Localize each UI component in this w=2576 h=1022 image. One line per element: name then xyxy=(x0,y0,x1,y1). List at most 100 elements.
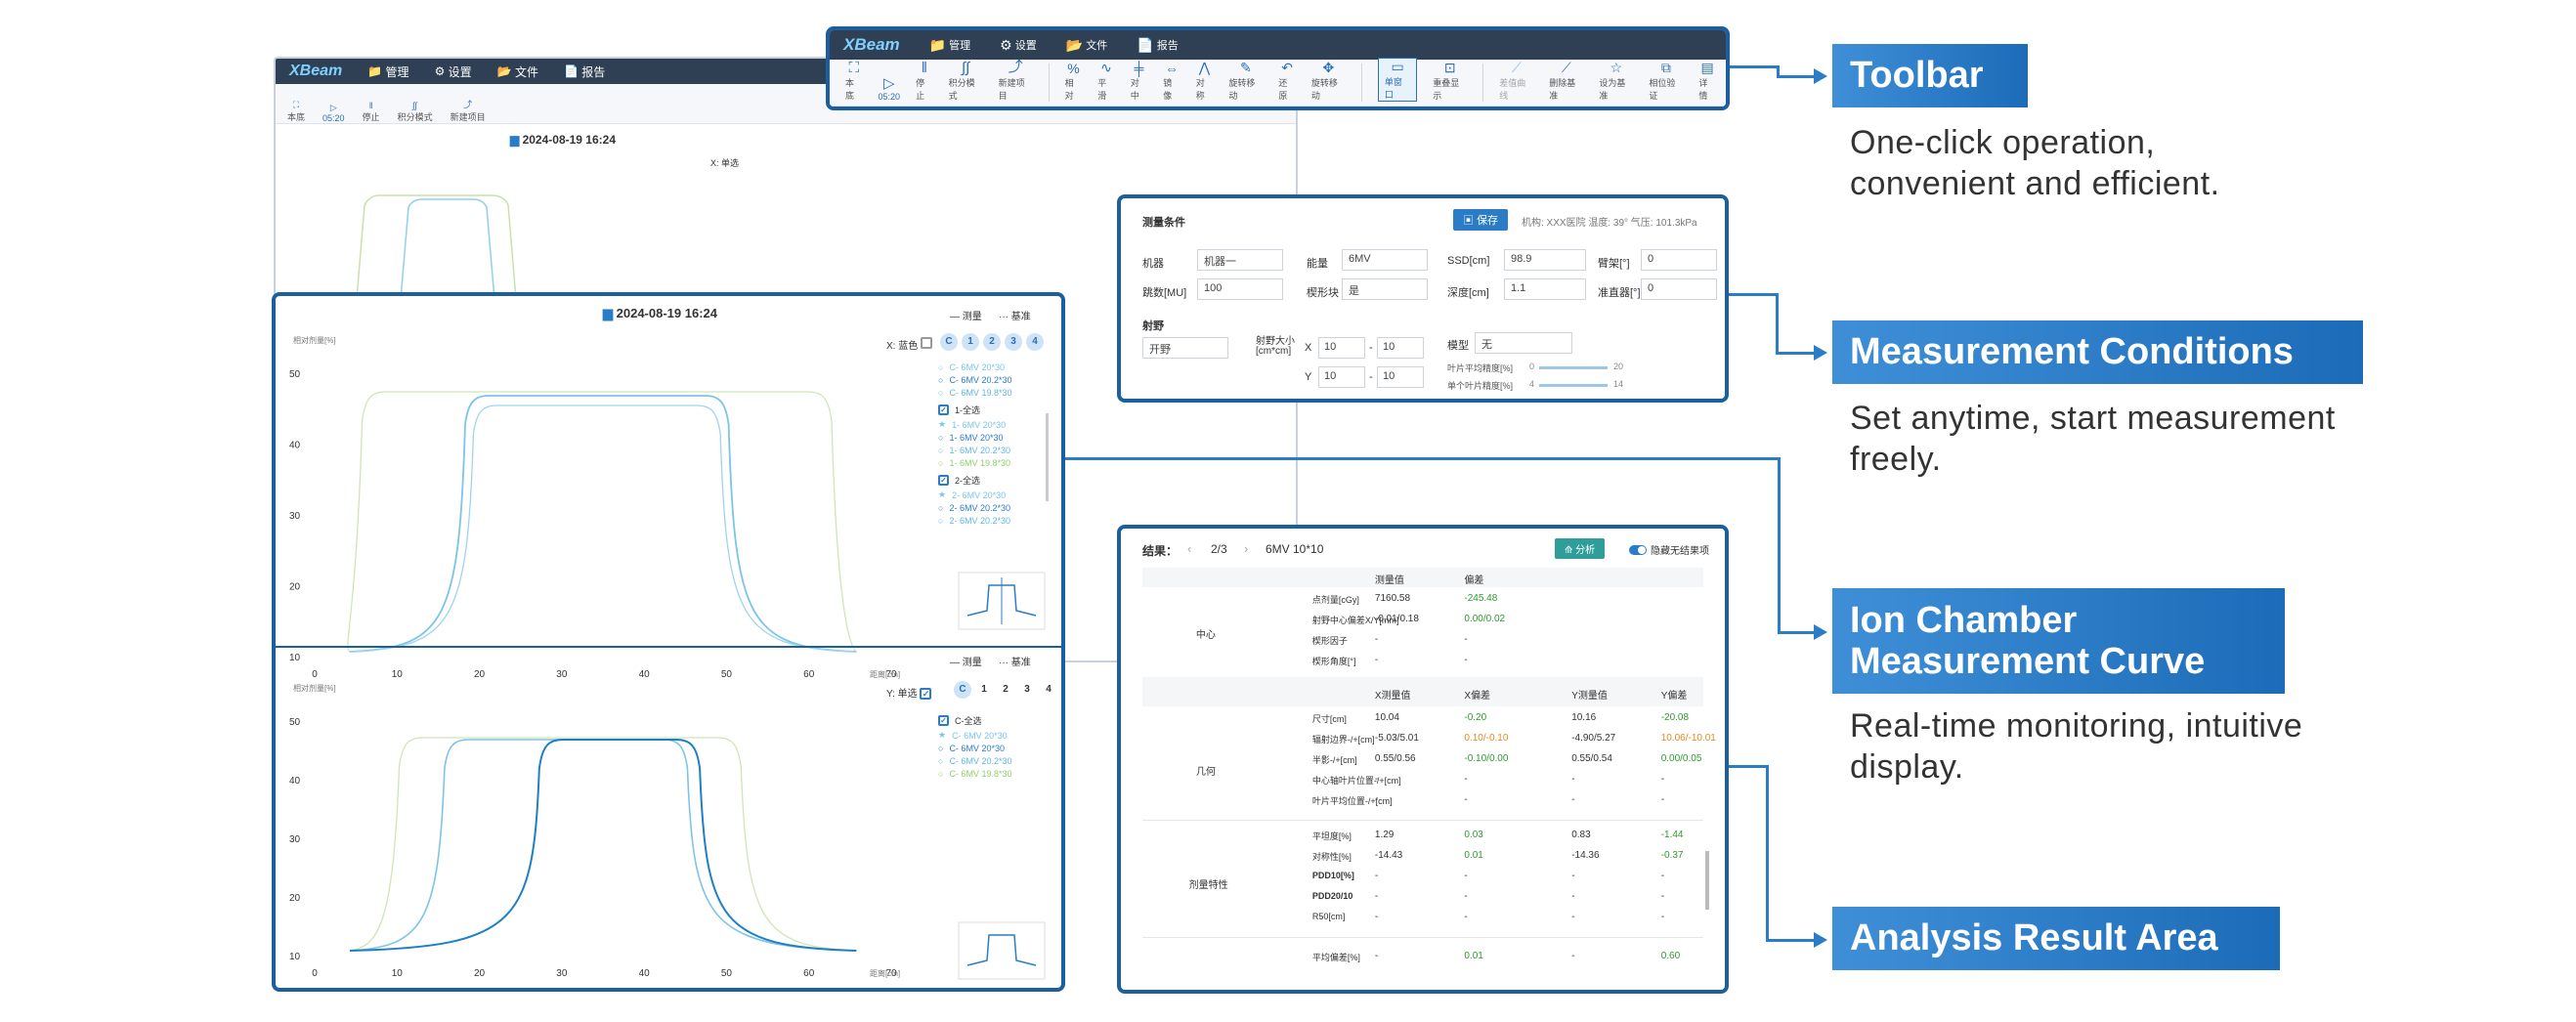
legend-item[interactable]: ○ C- 6MV 20.2*30 xyxy=(938,756,1055,766)
menu-file[interactable]: 📂 文件 xyxy=(497,64,538,80)
bottom-axis-select[interactable]: Y: 单选 ✓ xyxy=(886,685,932,700)
hide-toggle[interactable]: 隐藏无结果项 xyxy=(1629,542,1709,557)
tool-diff-curve[interactable]: ⟋ 差值曲线 xyxy=(1499,60,1533,102)
menu-report[interactable]: 📄 报告 xyxy=(564,64,605,80)
legend-item[interactable]: ○ 2- 6MV 20.2*30 xyxy=(938,503,1055,513)
leaf-single-min: 4 xyxy=(1529,379,1535,389)
tool-rotate[interactable]: ✥ 旋转移动 xyxy=(1311,60,1346,102)
page-tab-1[interactable]: 1 xyxy=(981,684,987,695)
tool-center[interactable]: ╪ 对中 xyxy=(1131,61,1148,102)
tool-new-project[interactable]: ⤴ 新建项目 xyxy=(999,56,1033,102)
table-divider xyxy=(1142,937,1703,938)
legend-item[interactable]: ○ 1- 6MV 20*30 xyxy=(938,433,1055,443)
legend-item[interactable]: ★ 1- 6MV 20*30 xyxy=(938,419,1055,430)
axis-checkbox[interactable] xyxy=(921,337,933,349)
page-tab-C[interactable]: C xyxy=(940,333,958,351)
page-tab-3[interactable]: 3 xyxy=(1024,684,1030,695)
page-tab-C[interactable]: C xyxy=(954,681,971,699)
legend-item[interactable]: ○ C- 6MV 20.2*30 xyxy=(938,375,1055,385)
result-scrollbar[interactable] xyxy=(1705,851,1709,910)
leaf-avg-slider[interactable] xyxy=(1539,366,1608,369)
menu-manage[interactable]: 📁 管理 xyxy=(367,64,408,80)
field-label: 准直器[°] xyxy=(1598,287,1641,299)
legend-item[interactable]: ○ C- 6MV 20*30 xyxy=(938,362,1055,372)
legend-item[interactable]: ★ C- 6MV 20*30 xyxy=(938,730,1055,741)
tool-relative[interactable]: % 相对 xyxy=(1065,61,1083,102)
depth-input[interactable]: 1.1 xyxy=(1504,278,1586,300)
menu-file[interactable]: 📂 文件 xyxy=(1066,37,1108,54)
legend-group-title[interactable]: ✓ 1-全选 xyxy=(938,404,1055,416)
table-cell: - xyxy=(1374,951,1379,961)
tool-symmetry[interactable]: ⋀ 对称 xyxy=(1196,60,1214,102)
legend-item[interactable]: ○ 2- 6MV 20.2*30 xyxy=(938,516,1055,526)
select-all-checkbox[interactable]: ✓ xyxy=(938,715,949,726)
tool-overlay[interactable]: ⊡ 重叠显示 xyxy=(1433,60,1467,102)
field-type-select[interactable]: 开野 xyxy=(1142,337,1228,359)
tool-details[interactable]: ▤ 详情 xyxy=(1698,60,1716,102)
tool-mirror[interactable]: ⇔ 镜像 xyxy=(1163,61,1181,102)
menu-report[interactable]: 📄 报告 xyxy=(1137,37,1179,54)
page-tab-2[interactable]: 2 xyxy=(983,333,1001,351)
wedge-input[interactable]: 是 xyxy=(1342,278,1428,300)
tool-background[interactable]: ⛶ 本底 xyxy=(287,100,305,123)
y2-input[interactable]: 10 xyxy=(1377,366,1424,388)
tool-delete-baseline[interactable]: ⟋ 删除基准 xyxy=(1549,60,1583,102)
legend-item[interactable]: ○ 1- 6MV 19.8*30 xyxy=(938,458,1055,468)
machine-input[interactable]: 机器一 xyxy=(1197,249,1283,271)
mu-input[interactable]: 100 xyxy=(1197,278,1283,300)
tool-rotate-move[interactable]: ✎ 旋转移动 xyxy=(1228,60,1263,102)
tool-integral[interactable]: ∫∫ 积分模式 xyxy=(398,101,433,123)
legend-item[interactable]: ○ 1- 6MV 20.2*30 xyxy=(938,446,1055,455)
tool-play[interactable]: ▷ 05:20 xyxy=(879,74,901,102)
tool-set-baseline[interactable]: ☆ 设为基准 xyxy=(1599,60,1633,102)
axis-checkbox[interactable]: ✓ xyxy=(920,688,932,700)
legend-item[interactable]: ○ C- 6MV 20*30 xyxy=(938,744,1055,753)
tool-undo[interactable]: ↶ 还原 xyxy=(1278,60,1296,102)
ssd-input[interactable]: 98.9 xyxy=(1504,249,1586,271)
select-all-checkbox[interactable]: ✓ xyxy=(938,475,949,486)
save-button[interactable]: ▣ 保存 xyxy=(1453,209,1509,231)
next-page[interactable]: › xyxy=(1244,541,1249,556)
toggle-switch[interactable] xyxy=(1629,544,1647,555)
prev-page[interactable]: ‹ xyxy=(1187,541,1192,556)
tool-stop[interactable]: ‖ 停止 xyxy=(916,60,933,102)
tool-phase-check[interactable]: ⧉ 相位验证 xyxy=(1649,60,1683,102)
legend-group-title[interactable]: ✓ C-全选 xyxy=(938,714,1055,727)
tool-stop[interactable]: ‖ 停止 xyxy=(363,101,380,123)
x1-input[interactable]: 10 xyxy=(1318,337,1365,359)
page-tab-2[interactable]: 2 xyxy=(1003,684,1009,695)
top-axis-select[interactable]: X: 蓝色 xyxy=(886,337,933,352)
baseline-label: 基准 xyxy=(1010,658,1031,668)
tool-background[interactable]: ⛶ 本底 xyxy=(845,60,863,102)
legend-group-title[interactable]: ✓ 2-全选 xyxy=(938,474,1055,487)
background-icon: ⛶ xyxy=(848,60,860,76)
y-tick-label: 40 xyxy=(289,441,301,451)
tool-single-window[interactable]: ▭ 单窗口 xyxy=(1377,58,1418,102)
table-cell: - xyxy=(1571,794,1575,805)
x2-input[interactable]: 10 xyxy=(1377,337,1424,359)
menu-settings[interactable]: ⚙ 设置 xyxy=(1000,37,1037,54)
energy-input[interactable]: 6MV xyxy=(1342,249,1428,271)
page-tab-1[interactable]: 1 xyxy=(962,333,979,351)
tool-smooth[interactable]: ∿ 平滑 xyxy=(1097,60,1115,102)
page-tab-4[interactable]: 4 xyxy=(1026,333,1044,351)
tool-integral[interactable]: ∫∫ 积分模式 xyxy=(949,60,983,102)
center-icon: ╪ xyxy=(1134,61,1144,76)
legend-scrollbar[interactable] xyxy=(1046,413,1049,501)
collimator-input[interactable]: 0 xyxy=(1641,278,1717,300)
page-tab-4[interactable]: 4 xyxy=(1046,684,1052,695)
menu-settings[interactable]: ⚙ 设置 xyxy=(435,64,472,80)
gantry-input[interactable]: 0 xyxy=(1641,249,1717,271)
leaf-single-slider[interactable] xyxy=(1539,384,1608,387)
menu-manage[interactable]: 📁 管理 xyxy=(929,37,971,54)
legend-item[interactable]: ○ C- 6MV 19.8*30 xyxy=(938,769,1055,779)
legend-item[interactable]: ○ C- 6MV 19.8*30 xyxy=(938,388,1055,398)
legend-item[interactable]: ★ 2- 6MV 20*30 xyxy=(938,490,1055,500)
select-all-checkbox[interactable]: ✓ xyxy=(938,405,949,415)
page-tab-3[interactable]: 3 xyxy=(1005,333,1022,351)
model-select[interactable]: 无 xyxy=(1475,332,1572,354)
analyze-button[interactable]: ⟰ 分析 xyxy=(1555,538,1606,559)
y1-input[interactable]: 10 xyxy=(1318,366,1365,388)
tool-new-project[interactable]: ⤴ 新建项目 xyxy=(451,98,486,123)
tool-play[interactable]: ▷ 05:20 xyxy=(322,103,345,123)
